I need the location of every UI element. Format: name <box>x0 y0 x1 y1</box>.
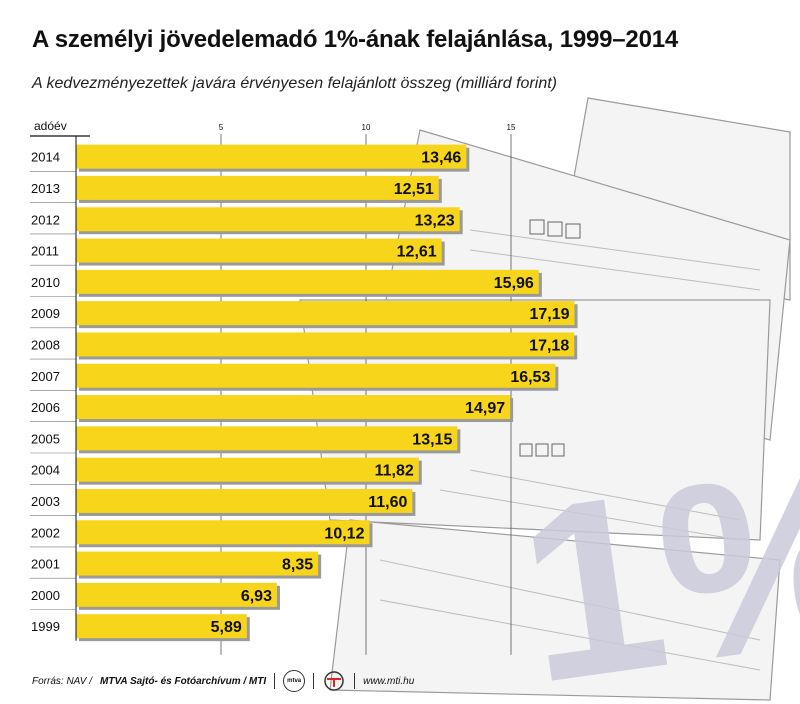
category-label: 2001 <box>31 557 60 572</box>
footer: Forrás: NAV / MTVA Sajtó- és Fotóarchívu… <box>32 670 415 692</box>
mtva-logo-icon: mtva <box>283 670 306 692</box>
mtva-logo-text: mtva <box>287 678 302 684</box>
bar <box>76 488 413 513</box>
category-label: 2014 <box>31 150 60 165</box>
category-label: 2013 <box>31 181 60 196</box>
bar-value-label: 11,60 <box>368 494 407 511</box>
category-label: 2010 <box>31 275 60 290</box>
bar <box>76 426 458 451</box>
bar-value-label: 17,18 <box>529 337 569 354</box>
bar-value-label: 12,51 <box>394 181 434 198</box>
bar <box>76 238 442 263</box>
bar <box>76 395 511 420</box>
category-label: 2005 <box>31 431 60 446</box>
category-label: 2002 <box>31 525 60 540</box>
bar-value-label: 11,82 <box>375 463 414 480</box>
bar-value-label: 6,93 <box>241 588 272 605</box>
bar-value-label: 14,97 <box>465 400 505 417</box>
bar <box>76 551 319 576</box>
bar <box>76 207 460 232</box>
bar <box>76 457 419 482</box>
bar <box>76 332 575 357</box>
bar-value-label: 16,53 <box>510 369 550 386</box>
bar <box>76 582 277 607</box>
background-percent-text: 1% <box>505 409 800 704</box>
x-tick-label: 5 <box>219 123 224 132</box>
bar <box>76 144 467 169</box>
category-label: 2000 <box>31 588 60 603</box>
category-label: 2011 <box>31 244 59 259</box>
chart-title: A személyi jövedelemadó 1%-ának felajánl… <box>32 26 679 53</box>
bar-value-label: 15,96 <box>494 275 534 292</box>
footer-divider <box>274 673 276 689</box>
bar-value-label: 13,46 <box>421 150 461 167</box>
bar-value-label: 17,19 <box>529 306 569 323</box>
bar <box>76 614 247 639</box>
x-tick-label: 15 <box>507 123 516 132</box>
bar-value-label: 13,15 <box>412 431 452 448</box>
category-label: 2007 <box>31 369 60 384</box>
source-credit: MTVA Sajtó- és Fotóarchívum / MTI <box>100 675 267 687</box>
source-url[interactable]: www.mti.hu <box>363 675 415 687</box>
footer-divider <box>313 673 315 689</box>
category-label: 2008 <box>31 337 60 352</box>
bar-value-label: 12,61 <box>397 244 437 261</box>
form-sheet-bottom <box>329 519 781 701</box>
bar <box>76 175 439 200</box>
bar <box>76 269 539 294</box>
mti-logo-icon <box>322 670 346 692</box>
footer-divider <box>354 673 356 689</box>
bar-value-label: 10,12 <box>324 525 364 542</box>
bar-value-label: 5,89 <box>211 619 242 636</box>
chart-subtitle: A kedvezményezettek javára érvényesen fe… <box>32 75 557 92</box>
bar-value-label: 8,35 <box>282 557 313 574</box>
category-label: 2012 <box>31 212 60 227</box>
bar <box>76 520 370 545</box>
category-label: 2009 <box>31 306 60 321</box>
category-label: 1999 <box>31 619 60 634</box>
category-label: 2006 <box>31 400 60 415</box>
y-axis-label: adóév <box>34 119 67 133</box>
bar <box>76 301 575 326</box>
source-prefix: Forrás: NAV / <box>32 675 93 687</box>
category-label: 2003 <box>31 494 60 509</box>
category-label: 2004 <box>31 463 60 478</box>
x-tick-label: 10 <box>362 123 371 132</box>
bar-value-label: 13,23 <box>415 212 455 229</box>
bar <box>76 363 556 388</box>
